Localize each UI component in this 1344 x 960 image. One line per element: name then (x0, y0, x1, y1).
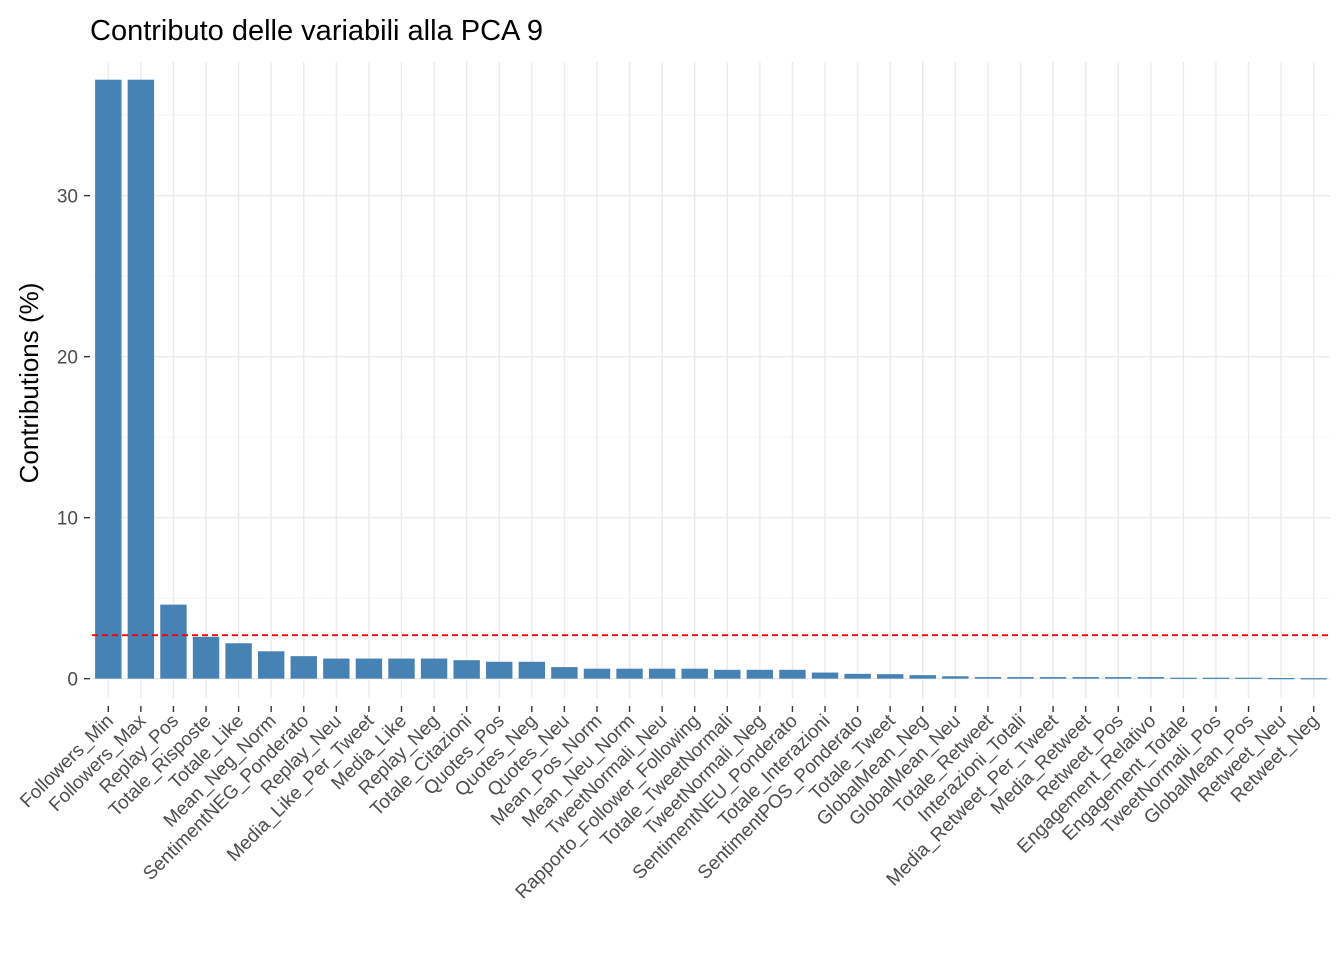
bar-tweetnormali-pos (1202, 677, 1230, 679)
bar-globalmean-neg (909, 675, 936, 679)
y-axis-title: Contributions (%) (14, 283, 44, 484)
bar-globalmean-neu (942, 676, 969, 679)
bar-totale-like (225, 643, 252, 679)
bar-retweet-pos (1105, 677, 1132, 679)
bar-retweet-neg (1300, 678, 1327, 680)
bar-media-like (388, 658, 415, 679)
chart-title: Contributo delle variabili alla PCA 9 (90, 15, 543, 47)
y-tick-label: 10 (57, 509, 78, 530)
bar-globalmean-pos (1235, 677, 1262, 679)
bar-mean-pos-norm (583, 668, 611, 679)
bar-followers-min (95, 79, 122, 679)
bar-sentimentneu-ponderato (779, 669, 806, 679)
bar-totale-tweetnormali (714, 669, 741, 679)
bar-tweetnormali-neg (746, 669, 774, 679)
bar-interazioni-totali (1007, 677, 1034, 679)
bar-sentimentneg-ponderato (290, 656, 317, 679)
bar-engagement-totale (1170, 677, 1197, 679)
plot-panel: 0102030Followers_MinFollowers_MaxReplay_… (16, 62, 1330, 903)
bar-sentimentpos-ponderato (844, 673, 871, 679)
bar-retweet-neu (1267, 678, 1295, 680)
bar-totale-retweet (974, 677, 1002, 679)
bar-totale-tweet (876, 674, 904, 679)
bar-totale-risposte (192, 636, 220, 679)
y-tick-label: 20 (57, 348, 78, 369)
bar-mean-neu-norm (616, 668, 643, 679)
bar-replay-neg (420, 658, 448, 679)
bar-media-retweet-per-tweet (1039, 677, 1067, 679)
bar-media-like-per-tweet (355, 658, 383, 679)
bar-quotes-neu (551, 667, 578, 679)
bar-rapporto-follower-following (681, 668, 708, 679)
bar-mean-neg-norm (257, 651, 285, 679)
bar-replay-neu (323, 658, 350, 679)
bar-media-retweet (1072, 677, 1099, 679)
bar-engagement-relativo (1137, 677, 1165, 679)
bar-tweetnormali-neu (648, 668, 676, 679)
y-tick-label: 30 (57, 187, 78, 208)
bar-totale-citazioni (453, 660, 480, 679)
bar-quotes-pos (486, 661, 513, 679)
y-tick-label: 0 (67, 670, 78, 691)
bar-followers-max (127, 79, 155, 679)
bar-quotes-neg (518, 661, 546, 679)
bar-replay-pos (160, 604, 187, 679)
bar-totale-interazioni (811, 672, 839, 679)
